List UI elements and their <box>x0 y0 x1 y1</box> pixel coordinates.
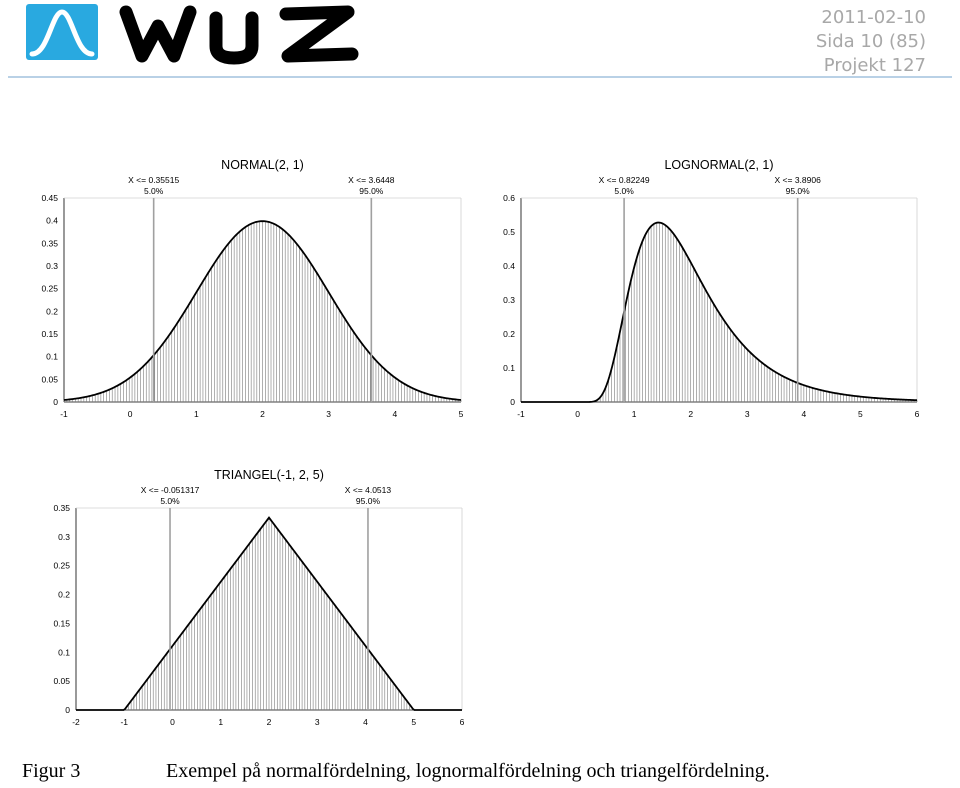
header-project: Projekt 127 <box>823 55 926 76</box>
y-tick-label: 0.1 <box>503 363 515 373</box>
y-tick-label: 0.05 <box>53 676 70 686</box>
x-tick-label: 2 <box>688 409 693 419</box>
x-tick-label: 0 <box>170 717 175 727</box>
x-tick-label: 6 <box>460 717 465 727</box>
x-tick-label: 3 <box>745 409 750 419</box>
figure-caption: Exempel på normalfördelning, lognormalfö… <box>166 760 770 782</box>
y-tick-label: 0.4 <box>503 261 515 271</box>
y-tick-label: 0.6 <box>503 193 515 203</box>
header-page-number: Sida 10 (85) <box>815 31 926 52</box>
y-tick-label: 0.1 <box>58 647 70 657</box>
density-curve <box>521 221 918 403</box>
density-hatching <box>591 222 918 402</box>
wuz-logo <box>26 4 359 65</box>
x-tick-label: 1 <box>218 717 223 727</box>
y-tick-label: 0.4 <box>46 216 58 226</box>
density-curve <box>63 220 462 401</box>
y-tick-label: 0.1 <box>46 352 58 362</box>
density-hatching <box>125 517 413 710</box>
chart-title: LOGNORMAL(2, 1) <box>664 158 773 172</box>
density-hatching <box>63 221 462 402</box>
x-tick-label: -1 <box>120 717 128 727</box>
x-tick-label: -1 <box>517 409 525 419</box>
x-tick-label: 5 <box>858 409 863 419</box>
x-tick-label: -2 <box>72 717 80 727</box>
percentile-pct: 95.0% <box>359 186 384 196</box>
y-tick-label: 0.3 <box>503 295 515 305</box>
logo-mark-bell-curve-icon <box>29 9 95 57</box>
y-tick-label: 0.35 <box>53 503 70 513</box>
percentile-label: X <= -0.051317 <box>141 485 200 495</box>
x-tick-label: -1 <box>60 409 68 419</box>
x-tick-label: 4 <box>392 409 397 419</box>
x-tick-label: 3 <box>315 717 320 727</box>
y-tick-label: 0.45 <box>41 193 58 203</box>
percentile-pct: 95.0% <box>356 496 381 506</box>
y-tick-label: 0.15 <box>41 329 58 339</box>
density-curve <box>76 516 462 711</box>
y-tick-label: 0.15 <box>53 618 70 628</box>
y-tick-label: 0 <box>53 397 58 407</box>
header-date: 2011-02-10 <box>821 7 926 28</box>
x-tick-label: 0 <box>575 409 580 419</box>
y-tick-label: 0.25 <box>53 561 70 571</box>
y-tick-label: 0.25 <box>41 284 58 294</box>
percentile-pct: 5.0% <box>144 186 164 196</box>
x-tick-label: 1 <box>632 409 637 419</box>
y-tick-label: 0.2 <box>503 329 515 339</box>
percentile-label: X <= 0.82249 <box>599 175 650 185</box>
figure-number: Figur 3 <box>22 760 81 782</box>
y-tick-label: 0 <box>65 705 70 715</box>
x-tick-label: 5 <box>411 717 416 727</box>
y-tick-label: 0.5 <box>503 227 515 237</box>
header-divider <box>8 76 952 78</box>
x-tick-label: 2 <box>267 717 272 727</box>
percentile-label: X <= 0.35515 <box>128 175 179 185</box>
percentile-pct: 95.0% <box>786 186 811 196</box>
y-tick-label: 0.05 <box>41 374 58 384</box>
y-tick-label: 0.3 <box>58 532 70 542</box>
x-tick-label: 4 <box>363 717 368 727</box>
x-tick-label: 0 <box>128 409 133 419</box>
logo-wordmark <box>119 5 359 65</box>
x-tick-label: 2 <box>260 409 265 419</box>
y-tick-label: 0.3 <box>46 261 58 271</box>
percentile-label: X <= 3.6448 <box>348 175 395 185</box>
y-tick-label: 0 <box>510 397 515 407</box>
y-tick-label: 0.35 <box>41 238 58 248</box>
x-tick-label: 3 <box>326 409 331 419</box>
percentile-label: X <= 3.8906 <box>775 175 822 185</box>
x-tick-label: 4 <box>801 409 806 419</box>
percentile-pct: 5.0% <box>614 186 634 196</box>
percentile-label: X <= 4.0513 <box>345 485 392 495</box>
x-tick-label: 1 <box>194 409 199 419</box>
y-tick-label: 0.2 <box>58 590 70 600</box>
y-tick-label: 0.2 <box>46 306 58 316</box>
x-tick-label: 5 <box>459 409 464 419</box>
chart-title: NORMAL(2, 1) <box>221 158 304 172</box>
chart-title: TRIANGEL(-1, 2, 5) <box>214 468 324 482</box>
x-tick-label: 6 <box>915 409 920 419</box>
percentile-pct: 5.0% <box>160 496 180 506</box>
